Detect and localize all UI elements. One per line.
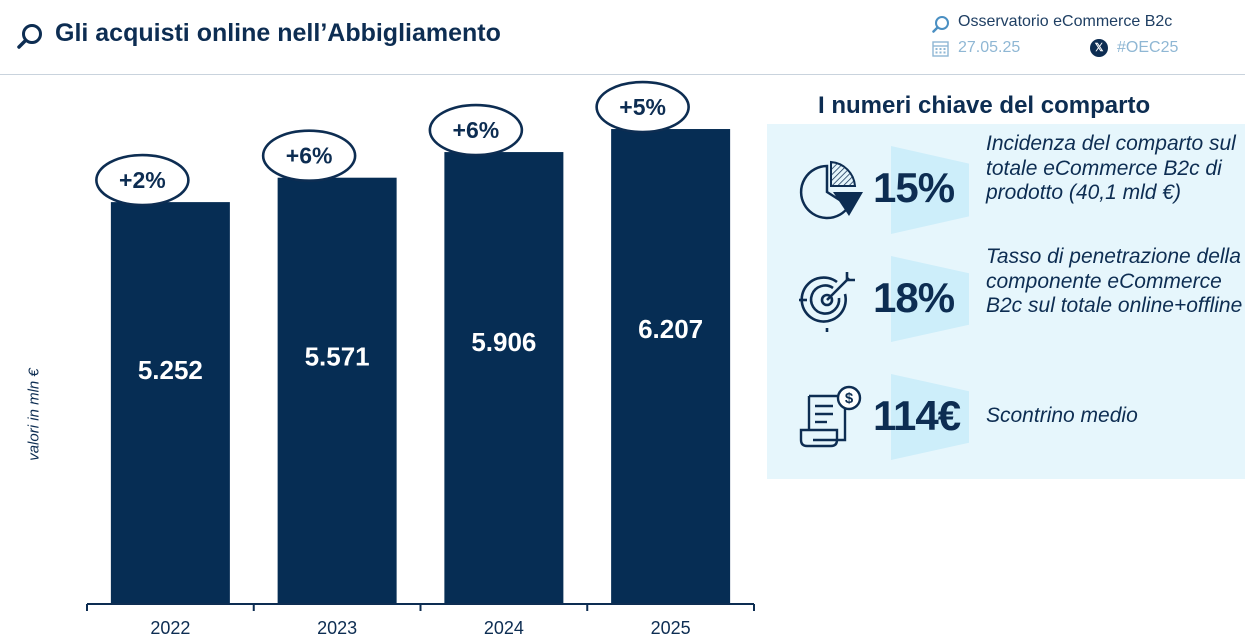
svg-text:$: $ <box>845 390 854 407</box>
growth-label: +6% <box>453 117 500 143</box>
pie-chart-icon <box>799 160 863 220</box>
x-logo-icon: 𝕏 <box>1090 39 1108 57</box>
x-tick-label: 2022 <box>150 618 190 638</box>
observatory-label: Osservatorio eCommerce B2c <box>958 13 1173 30</box>
kpi-description: Tasso di penetrazione della componente e… <box>986 245 1243 317</box>
kpi-highlight <box>891 374 969 460</box>
bar-value-label: 6.207 <box>638 314 703 344</box>
receipt-icon: $ <box>799 385 862 448</box>
magnifier-icon <box>932 16 949 33</box>
kpi-panel: 15% Incidenza del comparto sul totale eC… <box>767 124 1245 479</box>
kpi-title: I numeri chiave del comparto <box>818 92 1151 119</box>
bar-value-label: 5.571 <box>305 341 370 371</box>
kpi-highlight <box>891 256 969 342</box>
bar <box>611 129 731 604</box>
x-tick-label: 2023 <box>317 618 357 638</box>
growth-bubble <box>95 153 190 207</box>
bar-chart: 5.252 +2% 2022 5.571 +6% 2023 5.906 +6% 2024 6.20… <box>86 80 755 638</box>
magnifier-icon <box>17 24 42 49</box>
page-title: Gli acquisti online nell’Abbigliamento <box>55 19 501 47</box>
bar <box>444 152 564 604</box>
kpi-value: 114€ <box>873 392 961 439</box>
hashtag-label: #OEC25 <box>1117 39 1179 56</box>
header: Gli acquisti online nell’Abbigliamento O… <box>0 0 1245 75</box>
growth-bubble <box>261 129 357 182</box>
y-axis-label: valori in mln € <box>25 368 43 461</box>
growth-label: +2% <box>119 167 166 193</box>
growth-bubble <box>595 80 690 134</box>
x-tick-label: 2024 <box>484 618 524 638</box>
date-label: 27.05.25 <box>958 39 1021 56</box>
calendar-icon <box>932 41 949 57</box>
kpi-value: 18% <box>873 274 955 321</box>
kpi-description: Scontrino medio <box>986 404 1138 427</box>
bar-value-label: 5.906 <box>471 327 536 357</box>
kpi-description: Incidenza del comparto sul totale eComme… <box>986 132 1236 204</box>
x-tick-label: 2025 <box>651 618 691 638</box>
bar <box>277 177 397 604</box>
kpi-highlight <box>891 146 969 234</box>
growth-bubble <box>428 103 524 157</box>
kpi-value: 15% <box>873 164 955 211</box>
growth-label: +6% <box>286 143 333 169</box>
bar-value-label: 5.252 <box>138 355 203 385</box>
growth-label: +5% <box>619 94 666 120</box>
bar <box>110 202 230 604</box>
target-icon <box>799 272 855 332</box>
